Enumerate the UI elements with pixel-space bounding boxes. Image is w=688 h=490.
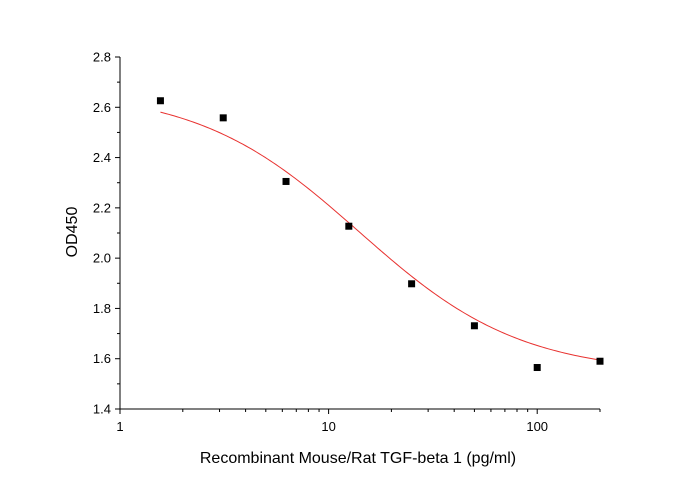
data-points [156,97,604,372]
y-tick-label: 1.8 [93,301,111,316]
data-point [596,357,604,365]
x-tick-label: 1 [116,419,123,434]
y-tick-label: 2.2 [93,200,111,215]
y-tick-label: 2.4 [93,150,111,165]
data-point [282,177,290,185]
data-point [470,322,478,330]
data-point [219,114,227,122]
y-tick-label: 1.4 [93,402,111,417]
x-tick-label: 10 [321,419,335,434]
data-point [345,222,353,230]
x-axis: 1 10 100 [116,409,601,434]
data-point [533,364,541,372]
y-tick-label: 2.0 [93,251,111,266]
y-tick-label: 1.6 [93,351,111,366]
y-axis-title: OD450 [64,207,81,258]
y-axis: 1.4 1.6 1.8 2.0 2.2 2.4 2.6 2.8 [93,50,120,417]
data-point [408,280,416,288]
x-tick-label: 100 [526,419,548,434]
y-tick-label: 2.6 [93,100,111,115]
data-point [156,97,164,105]
fit-curve [160,111,601,361]
x-axis-title: Recombinant Mouse/Rat TGF-beta 1 (pg/ml) [200,450,516,467]
y-tick-label: 2.8 [93,50,111,65]
